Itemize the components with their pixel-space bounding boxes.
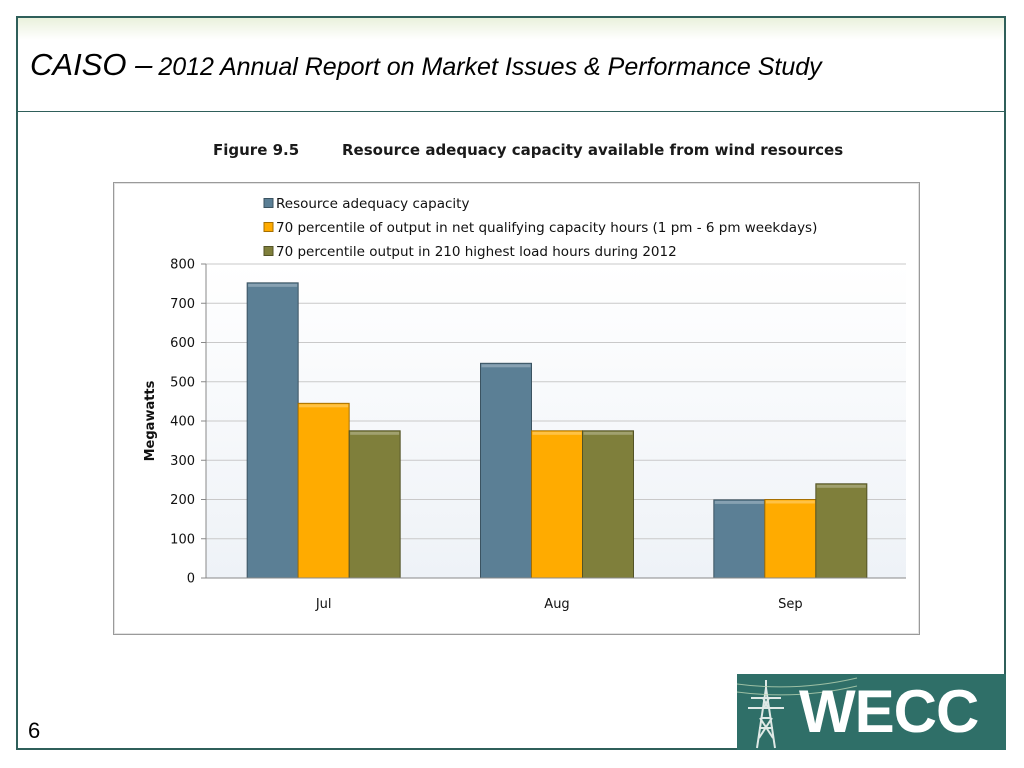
bar — [246, 282, 299, 579]
wecc-logo: WECC — [737, 674, 1006, 750]
slide-title: CAISO –2012 Annual Report on Market Issu… — [30, 48, 822, 80]
bar-highlight — [481, 364, 531, 368]
bar — [348, 430, 401, 579]
bar — [297, 402, 350, 579]
bar-highlight — [816, 484, 866, 488]
y-tick-label: 800 — [170, 258, 195, 273]
bar-highlight — [299, 404, 349, 408]
bar — [764, 499, 817, 579]
bar — [815, 483, 868, 579]
x-tick-label: Aug — [544, 597, 569, 612]
figure-caption: Figure 9.5 Resource adequacy capacity ava… — [213, 141, 843, 159]
bar-highlight — [248, 283, 298, 287]
slide-title-main: CAISO – — [30, 47, 153, 82]
legend-swatch — [263, 246, 274, 256]
legend-label: Resource adequacy capacity — [276, 196, 469, 212]
bar-highlight — [532, 431, 582, 435]
legend-label: 70 percentile of output in net qualifyin… — [276, 220, 817, 236]
title-band — [16, 16, 1006, 112]
figure-number: Figure 9.5 — [213, 141, 300, 159]
bar-highlight — [350, 431, 400, 435]
slide-title-subtitle: 2012 Annual Report on Market Issues & Pe… — [158, 53, 822, 81]
y-tick-label: 200 — [170, 493, 195, 508]
y-tick-label: 400 — [170, 415, 195, 430]
x-tick-label: Jul — [315, 597, 332, 612]
y-tick-label: 600 — [170, 336, 195, 351]
y-tick-label: 300 — [170, 454, 195, 469]
y-tick-label: 700 — [170, 297, 195, 312]
logo-text: WECC — [799, 678, 979, 745]
bar — [480, 362, 532, 579]
y-tick-label: 100 — [170, 532, 195, 547]
x-tick-label: Sep — [778, 597, 803, 612]
bar — [531, 430, 583, 579]
y-tick-label: 500 — [170, 375, 195, 390]
legend-swatch — [263, 198, 274, 208]
bar-highlight — [714, 500, 764, 504]
legend: Resource adequacy capacity 70 percentile … — [263, 196, 817, 260]
bar-chart: 0 100 200 300 400 500 600 700 800 Megawatts Jul Aug… — [143, 196, 906, 612]
transmission-tower-icon — [737, 677, 858, 749]
bar — [582, 430, 634, 579]
bar-highlight — [583, 431, 633, 435]
y-tick-label: 0 — [187, 572, 195, 587]
bar — [713, 499, 766, 579]
legend-label: 70 percentile output in 210 highest load… — [276, 244, 677, 260]
chart-frame: 0 100 200 300 400 500 600 700 800 Megawatts Jul Aug… — [113, 182, 920, 635]
page-number: 6 — [28, 718, 41, 743]
y-axis-title: Megawatts — [143, 380, 158, 461]
bar-highlight — [765, 500, 815, 504]
figure-title: Resource adequacy capacity available fro… — [342, 141, 844, 159]
legend-swatch — [263, 222, 274, 232]
plot-area: 0 100 200 300 400 500 600 700 800 Megawatts Jul Aug… — [143, 258, 906, 612]
